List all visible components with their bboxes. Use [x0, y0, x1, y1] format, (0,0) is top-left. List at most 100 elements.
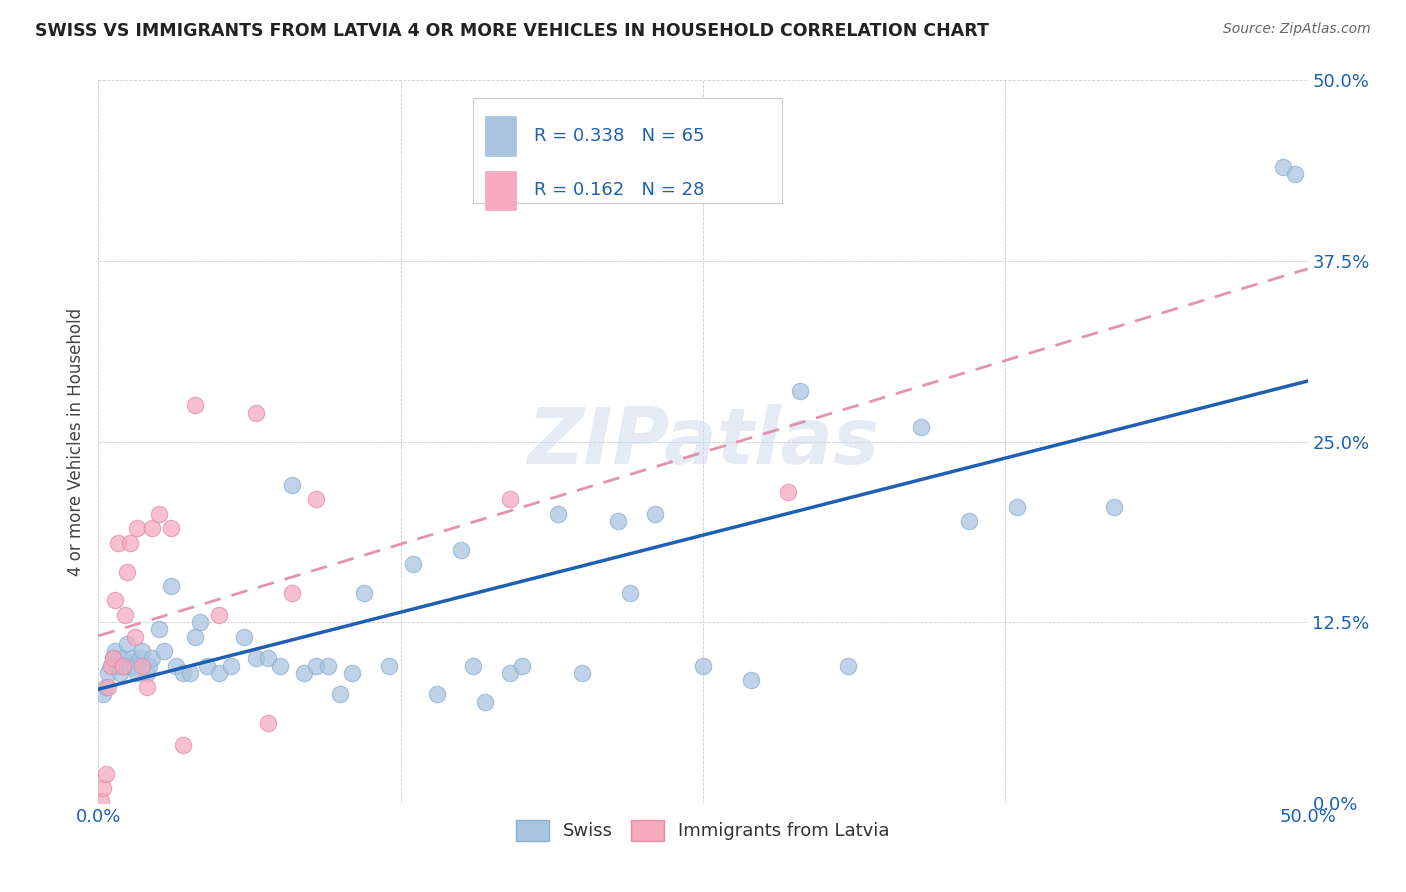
- Point: [141, 521, 163, 535]
- Bar: [485, 117, 516, 156]
- FancyBboxPatch shape: [474, 98, 782, 203]
- Point: [94, 680, 117, 694]
- Point: [221, 658, 243, 673]
- Point: [135, 680, 157, 694]
- Point: [1272, 160, 1295, 174]
- Point: [474, 695, 496, 709]
- Bar: [485, 170, 516, 211]
- Point: [269, 658, 291, 673]
- Point: [184, 398, 207, 412]
- Point: [789, 384, 811, 398]
- Point: [148, 507, 170, 521]
- Point: [97, 680, 120, 694]
- Point: [607, 514, 630, 528]
- Point: [107, 535, 129, 549]
- Point: [104, 593, 127, 607]
- Point: [740, 673, 762, 687]
- Text: R = 0.338   N = 65: R = 0.338 N = 65: [534, 128, 704, 145]
- Point: [353, 586, 375, 600]
- Point: [91, 687, 114, 701]
- Point: [195, 658, 218, 673]
- Text: Source: ZipAtlas.com: Source: ZipAtlas.com: [1223, 22, 1371, 37]
- Point: [776, 485, 799, 500]
- Point: [179, 665, 201, 680]
- Point: [1007, 500, 1029, 514]
- Point: [329, 687, 352, 701]
- Point: [141, 651, 163, 665]
- Point: [402, 558, 425, 572]
- Point: [127, 665, 149, 680]
- Point: [463, 658, 485, 673]
- Point: [208, 665, 231, 680]
- Point: [131, 644, 153, 658]
- Point: [117, 637, 139, 651]
- Point: [188, 615, 211, 630]
- Point: [342, 665, 364, 680]
- Y-axis label: 4 or more Vehicles in Household: 4 or more Vehicles in Household: [67, 308, 86, 575]
- Point: [118, 535, 141, 549]
- Point: [114, 658, 136, 673]
- Point: [305, 492, 328, 507]
- Point: [377, 658, 399, 673]
- Point: [138, 658, 160, 673]
- Point: [94, 767, 117, 781]
- Text: SWISS VS IMMIGRANTS FROM LATVIA 4 OR MORE VEHICLES IN HOUSEHOLD CORRELATION CHAR: SWISS VS IMMIGRANTS FROM LATVIA 4 OR MOR…: [35, 22, 988, 40]
- Point: [135, 665, 157, 680]
- Point: [547, 507, 569, 521]
- Point: [160, 521, 183, 535]
- Point: [957, 514, 980, 528]
- Point: [281, 478, 304, 492]
- Point: [124, 658, 146, 673]
- Point: [1102, 500, 1125, 514]
- Point: [316, 658, 339, 673]
- Point: [131, 658, 153, 673]
- Point: [101, 651, 124, 665]
- Point: [148, 623, 170, 637]
- Point: [101, 651, 124, 665]
- Point: [232, 630, 254, 644]
- Point: [127, 521, 149, 535]
- Point: [117, 565, 139, 579]
- Point: [256, 651, 278, 665]
- Point: [128, 651, 150, 665]
- Point: [450, 542, 472, 557]
- Point: [208, 607, 231, 622]
- Point: [121, 651, 143, 665]
- Point: [172, 738, 194, 752]
- Point: [107, 658, 129, 673]
- Point: [910, 420, 932, 434]
- Point: [281, 586, 304, 600]
- Point: [90, 794, 112, 808]
- Point: [644, 507, 666, 521]
- Point: [111, 651, 134, 665]
- Point: [118, 658, 141, 673]
- Point: [498, 492, 520, 507]
- Legend: Swiss, Immigrants from Latvia: Swiss, Immigrants from Latvia: [509, 813, 897, 848]
- Point: [160, 579, 183, 593]
- Point: [91, 781, 114, 796]
- Point: [619, 586, 641, 600]
- Point: [245, 651, 267, 665]
- Point: [100, 658, 122, 673]
- Point: [510, 658, 533, 673]
- Point: [165, 658, 187, 673]
- Point: [305, 658, 328, 673]
- Text: ZIPatlas: ZIPatlas: [527, 403, 879, 480]
- Point: [114, 607, 136, 622]
- Point: [172, 665, 194, 680]
- Point: [184, 630, 207, 644]
- Point: [256, 716, 278, 731]
- Point: [111, 658, 134, 673]
- Point: [837, 658, 859, 673]
- Point: [498, 665, 520, 680]
- Point: [100, 658, 122, 673]
- Text: R = 0.162   N = 28: R = 0.162 N = 28: [534, 181, 704, 200]
- Point: [245, 406, 267, 420]
- Point: [104, 644, 127, 658]
- Point: [692, 658, 714, 673]
- Point: [108, 665, 131, 680]
- Point: [426, 687, 449, 701]
- Point: [571, 665, 593, 680]
- Point: [1284, 167, 1306, 181]
- Point: [97, 665, 120, 680]
